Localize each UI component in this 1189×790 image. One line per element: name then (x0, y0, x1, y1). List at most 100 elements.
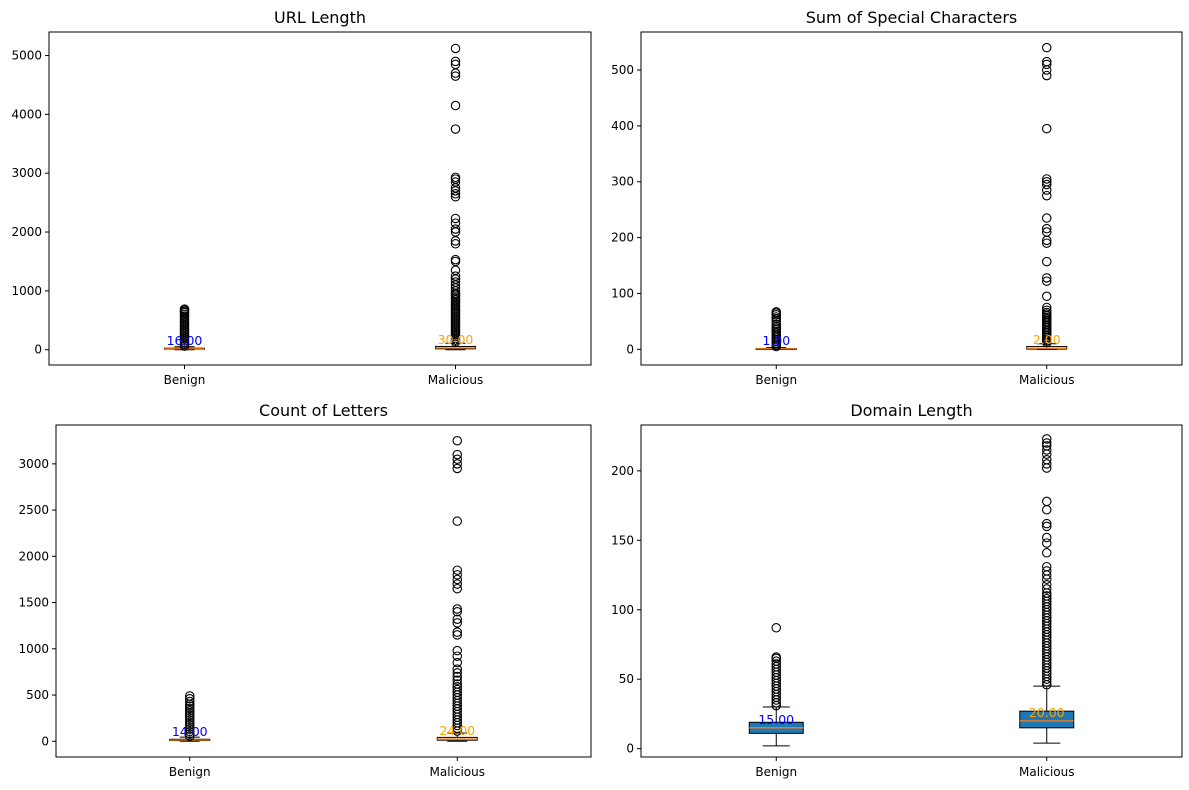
panel-url-length: URL Length 0 1000 2000 3000 4000 5000 Benign Ma… (11, 8, 592, 387)
outlier-point (1042, 591, 1052, 601)
outlier-point (1042, 176, 1052, 187)
outlier-point (452, 463, 462, 474)
panel-count-of-letters: Count of Letters 0 500 1000 1500 2000 2500 300… (18, 401, 592, 779)
outlier-point (1042, 273, 1052, 283)
y-tick-label: 300 (611, 175, 634, 189)
outlier-point (450, 224, 461, 234)
median-label: 20.00 (1029, 705, 1065, 720)
median-label: 30.00 (438, 332, 474, 347)
y-tick-label: 2000 (11, 225, 42, 239)
x-tick-label: Benign (169, 765, 211, 779)
panel-sum-of-special-characters: Sum of Special Characters 0 100 200 300 400 5… (611, 8, 1183, 387)
y-tick-label: 500 (611, 63, 634, 77)
outlier-point (771, 312, 781, 322)
outlier-point (1042, 238, 1052, 248)
outlier-point (450, 56, 461, 67)
outlier-point (1042, 307, 1052, 318)
outlier-point (1042, 584, 1052, 594)
outlier-point (452, 435, 462, 446)
outlier-point (771, 307, 781, 317)
outlier-point (185, 722, 195, 732)
panel-title: URL Length (274, 8, 366, 27)
x-tick-label: Malicious (1019, 765, 1075, 779)
axes-frame (640, 424, 1183, 758)
outlier-point (185, 717, 195, 728)
outlier-point (185, 696, 195, 707)
outlier-point (185, 726, 195, 737)
axes-frame (48, 31, 592, 366)
y-tick-label: 100 (611, 286, 634, 300)
outlier-point (450, 43, 461, 54)
outlier-point (452, 574, 462, 585)
outlier-point (1042, 174, 1052, 184)
outlier-point (1042, 454, 1052, 465)
outlier-point (1042, 593, 1052, 604)
outlier-point (1042, 227, 1052, 237)
y-tick-label: 1000 (11, 284, 42, 298)
median-label: 24.00 (439, 723, 475, 738)
outlier-point (1042, 123, 1052, 134)
outlier-point (452, 679, 462, 689)
panel-domain-length: Domain Length 0 50 100 150 200 Benign Maliciou… (611, 401, 1183, 779)
outlier-point (452, 614, 462, 624)
outlier-point (179, 304, 190, 314)
outlier-point (1042, 190, 1052, 201)
outlier-point (450, 277, 461, 287)
outlier-point (450, 100, 461, 111)
outlier-point (452, 459, 462, 469)
box-malicious (435, 43, 476, 351)
outlier-point (1042, 276, 1052, 286)
y-tick-label: 150 (611, 533, 634, 547)
outlier-point (185, 731, 195, 741)
x-tick-label: Malicious (428, 373, 484, 387)
outlier-point (1042, 579, 1052, 590)
panel-title: Sum of Special Characters (806, 8, 1018, 27)
outlier-point (452, 630, 462, 640)
outlier-point (771, 656, 781, 666)
median-label: 2.00 (1033, 332, 1061, 347)
outlier-point (450, 59, 461, 70)
outlier-point (771, 321, 781, 332)
outlier-point (185, 710, 195, 721)
outlier-point (1042, 496, 1052, 507)
y-tick-label: 400 (611, 119, 634, 133)
outlier-point (452, 565, 462, 575)
box-malicious (436, 435, 478, 742)
outlier-point (185, 724, 195, 735)
box-iqr (1019, 710, 1075, 729)
outlier-point (185, 693, 195, 704)
box-benign (169, 691, 211, 742)
outlier-point (452, 607, 462, 617)
outlier-point (450, 254, 461, 265)
outlier-point (452, 681, 462, 692)
y-tick-label: 0 (34, 343, 42, 357)
outlier-point (185, 719, 195, 730)
outlier-point (1042, 518, 1052, 529)
axes-frame (55, 424, 592, 758)
outlier-point (1042, 70, 1052, 81)
outlier-point (452, 570, 462, 580)
outlier-point (452, 651, 462, 661)
outlier-point (452, 579, 462, 589)
outlier-point (452, 618, 462, 628)
y-tick-label: 200 (611, 464, 634, 478)
median-label: 15.00 (758, 712, 794, 727)
outlier-point (1042, 223, 1052, 234)
outlier-point (450, 124, 461, 134)
outlier-point (771, 652, 781, 662)
outlier-point (771, 659, 781, 669)
outlier-point (452, 645, 462, 656)
outlier-point (1042, 434, 1052, 444)
outlier-point (452, 454, 462, 464)
median-label: 1.00 (762, 333, 790, 348)
outlier-point (452, 671, 462, 682)
outlier-point (185, 703, 195, 714)
median-label: 16.00 (167, 333, 203, 348)
y-tick-label: 100 (611, 603, 634, 617)
outlier-point (450, 189, 461, 199)
outlier-point (450, 177, 461, 187)
y-tick-label: 50 (619, 672, 634, 686)
outlier-point (1042, 256, 1052, 267)
outlier-point (771, 319, 781, 329)
outlier-point (450, 239, 461, 249)
